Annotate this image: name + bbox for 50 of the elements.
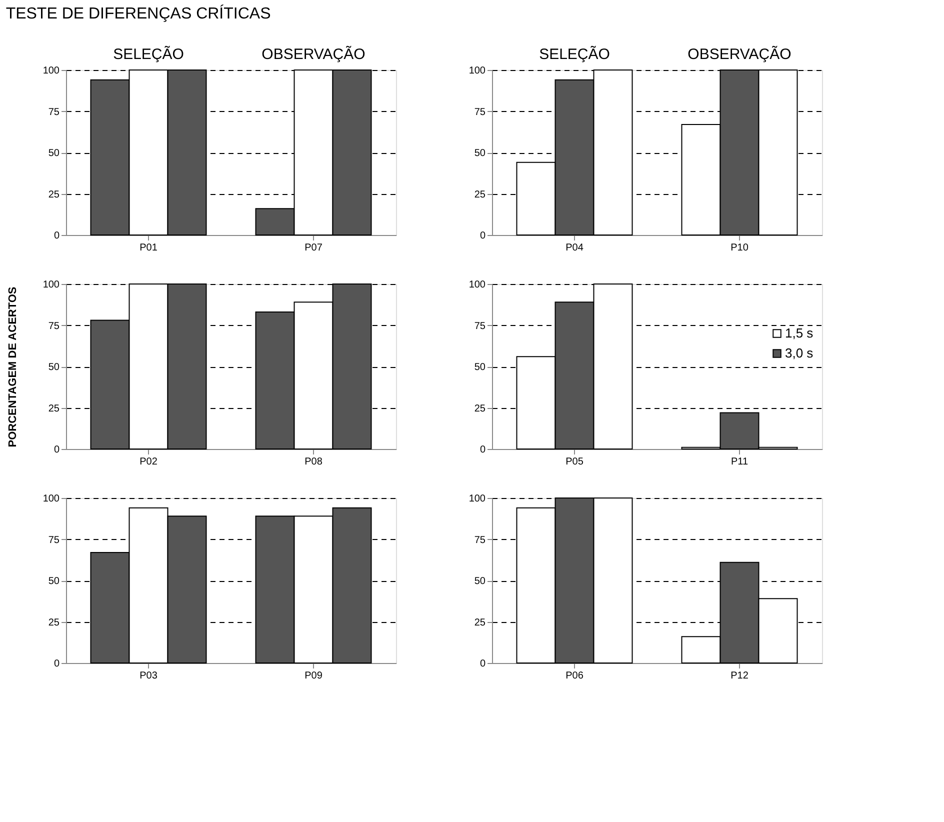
x-tick-label: P12: [730, 670, 749, 682]
x-tick-label: P11: [730, 456, 748, 468]
y-tick-label: 75: [48, 106, 60, 118]
legend-label: 1,5 s: [785, 326, 814, 340]
text: SELEÇÃO: [539, 45, 610, 63]
y-tick-label: 50: [48, 148, 60, 159]
y-tick-label: 100: [468, 280, 486, 290]
y-axis-title: PORCENTAGEM DE ACERTOS: [6, 286, 19, 448]
y-tick-label: 50: [474, 576, 486, 587]
y-tick-label: 0: [54, 658, 60, 670]
text: SELEÇÃO: [113, 45, 184, 63]
y-tick-label: 50: [474, 362, 486, 373]
x-tick-label: P10: [730, 242, 749, 254]
y-tick-label: 0: [54, 444, 60, 456]
x-tick-label: P08: [304, 456, 323, 468]
y-tick-label: 100: [42, 66, 60, 76]
y-tick-label: 25: [48, 189, 60, 200]
x-tick-label: P07: [304, 242, 323, 254]
y-tick-label: 75: [48, 534, 60, 546]
y-tick-label: 100: [42, 280, 60, 290]
y-tick-label: 50: [48, 576, 60, 587]
chart-title: TESTE DE DIFERENÇAS CRÍTICAS: [6, 4, 271, 22]
y-tick-label: 100: [42, 494, 60, 504]
y-tick-label: 100: [468, 494, 486, 504]
y-tick-label: 75: [48, 320, 60, 332]
x-tick-label: P09: [304, 670, 323, 682]
y-tick-label: 0: [480, 230, 486, 242]
text: OBSERVAÇÃO: [688, 45, 792, 63]
y-tick-label: 75: [474, 534, 486, 546]
y-tick-label: 25: [48, 403, 60, 414]
y-tick-label: 75: [474, 106, 486, 118]
y-tick-label: 0: [480, 658, 486, 670]
y-tick-label: 25: [474, 189, 486, 200]
x-tick-label: P01: [140, 242, 158, 254]
x-tick-label: P05: [566, 456, 584, 468]
legend-label: 3,0 s: [785, 346, 814, 360]
x-tick-label: P04: [566, 242, 584, 254]
y-tick-label: 25: [474, 617, 486, 628]
y-tick-label: 50: [474, 148, 486, 159]
y-tick-label: 0: [480, 444, 486, 456]
y-tick-label: 0: [54, 230, 60, 242]
y-tick-label: 75: [474, 320, 486, 332]
y-tick-label: 100: [468, 66, 486, 76]
text: OBSERVAÇÃO: [262, 45, 366, 63]
y-tick-label: 25: [474, 403, 486, 414]
x-tick-label: P06: [566, 670, 584, 682]
x-tick-label: P03: [140, 670, 158, 682]
y-tick-label: 50: [48, 362, 60, 373]
x-tick-label: P02: [140, 456, 158, 468]
y-tick-label: 25: [48, 617, 60, 628]
